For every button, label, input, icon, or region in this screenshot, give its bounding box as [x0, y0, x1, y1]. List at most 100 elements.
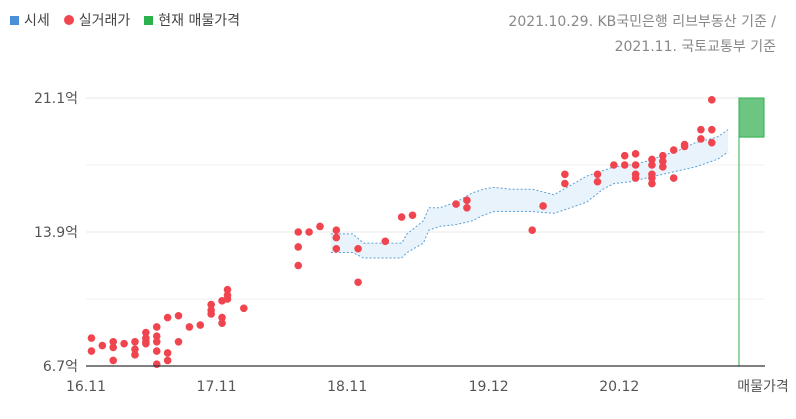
transaction-point-30	[218, 313, 226, 322]
transaction-point-55	[561, 179, 569, 188]
y-tick-label-1: 13.9억	[34, 225, 78, 241]
transaction-point-40	[316, 222, 324, 231]
legend-swatch-current-listing	[144, 15, 154, 25]
legend-swatch-market-price	[10, 15, 19, 25]
y-tick-label-2: 21.1억	[34, 91, 78, 107]
transaction-point-1	[87, 347, 96, 355]
transaction-point-38	[294, 261, 303, 270]
x-tick-label-0: 16.11	[66, 379, 106, 395]
transaction-point-26	[207, 300, 215, 309]
transaction-point-62	[631, 161, 640, 169]
transaction-point-66	[648, 161, 656, 169]
transaction-point-35	[240, 304, 248, 313]
market-price-lower-line	[330, 151, 729, 259]
transaction-point-8	[131, 345, 139, 354]
transaction-point-9	[131, 351, 139, 359]
transaction-point-18	[152, 360, 161, 368]
transaction-point-43	[332, 244, 341, 253]
transaction-point-71	[659, 157, 667, 166]
transaction-point-68	[648, 174, 656, 182]
transaction-point-39	[305, 228, 313, 236]
transaction-point-69	[648, 179, 656, 188]
data-source-note: 2021.10.29. KB국민은행 리브부동산 기준 / 2021.11. 국…	[508, 10, 776, 60]
transaction-point-70	[659, 151, 667, 160]
tick-labels: 6.7억 13.9억 21.1억 16.11 17.11 18.11 19.12 20.12 매…	[34, 91, 789, 395]
transaction-point-64	[631, 174, 640, 182]
market-price-band-fill	[330, 129, 729, 259]
transaction-point-79	[707, 125, 716, 134]
x-tick-label-listing: 매물가격	[737, 379, 789, 395]
market-price-band-layer	[330, 129, 729, 259]
transaction-point-72	[659, 163, 667, 171]
legend-item-market-price[interactable]: 시세	[10, 10, 50, 30]
transaction-point-77	[697, 125, 705, 134]
market-price-upper-line	[330, 129, 729, 244]
transaction-point-7	[131, 338, 139, 346]
transaction-point-22	[174, 311, 183, 320]
legend-swatch-transactions	[63, 15, 74, 25]
transaction-point-49	[452, 200, 460, 208]
transaction-point-65	[648, 155, 656, 164]
x-tick-label-1: 17.11	[197, 379, 237, 395]
x-tick-label-4: 20.12	[599, 379, 639, 395]
transaction-point-58	[610, 161, 618, 169]
transaction-point-51	[463, 204, 471, 212]
transaction-point-20	[163, 349, 172, 357]
transaction-point-80	[707, 138, 716, 147]
transaction-point-53	[539, 202, 547, 210]
transaction-point-3	[109, 338, 118, 346]
transaction-point-5	[109, 356, 118, 365]
transaction-point-74	[669, 174, 678, 182]
transaction-point-81	[707, 96, 716, 104]
transaction-point-60	[620, 161, 629, 169]
transaction-point-21	[163, 356, 172, 365]
transaction-point-13	[142, 338, 150, 346]
transaction-point-52	[528, 226, 537, 234]
transaction-point-61	[631, 150, 640, 158]
data-source-line-1: 2021.10.29. KB국민은행 리브부동산 기준 /	[508, 14, 776, 30]
data-source-line-2: 2021.11. 국토교통부 기준	[614, 39, 776, 55]
transaction-point-78	[697, 135, 705, 143]
legend-item-transactions[interactable]: 실거래가	[63, 10, 131, 30]
transaction-point-56	[593, 170, 602, 179]
legend-label-market-price: 시세	[24, 13, 50, 29]
x-tick-label-2: 18.11	[327, 379, 367, 395]
transaction-point-23	[174, 338, 183, 346]
legend-label-current-listing: 현재 매물가격	[158, 13, 241, 29]
transaction-point-17	[152, 347, 161, 355]
transaction-point-73	[669, 146, 678, 154]
transaction-point-76	[680, 142, 689, 151]
transaction-point-41	[332, 226, 341, 234]
transaction-points-layer	[87, 96, 716, 368]
transaction-point-50	[463, 196, 471, 205]
transaction-point-31	[218, 319, 226, 327]
current-listing-layer	[738, 97, 765, 366]
transaction-point-36	[294, 228, 303, 236]
transaction-point-2	[98, 341, 107, 350]
transaction-point-16	[152, 338, 161, 346]
transaction-point-57	[593, 177, 602, 186]
transaction-point-42	[332, 233, 341, 242]
transaction-point-44	[354, 244, 362, 253]
transaction-point-46	[381, 237, 390, 246]
transaction-point-47	[397, 213, 406, 221]
x-tick-label-3: 19.12	[469, 379, 509, 395]
chart-legend: 시세 실거래가 현재 매물가격	[10, 10, 240, 30]
transaction-point-37	[294, 243, 303, 251]
transaction-point-54	[561, 170, 569, 179]
transaction-point-6	[120, 339, 128, 348]
transaction-point-34	[223, 285, 232, 294]
transaction-point-33	[223, 295, 232, 303]
transaction-point-59	[620, 151, 629, 160]
transaction-point-25	[196, 321, 205, 329]
current-listing-range	[738, 97, 765, 138]
transaction-point-4	[109, 343, 118, 352]
transaction-point-0	[87, 334, 96, 342]
transaction-point-45	[354, 278, 362, 287]
transaction-point-24	[185, 323, 194, 331]
legend-item-current-listing[interactable]: 현재 매물가격	[144, 10, 240, 30]
transaction-point-19	[163, 313, 172, 322]
transaction-point-28	[207, 310, 215, 318]
legend-label-transactions: 실거래가	[78, 13, 131, 29]
